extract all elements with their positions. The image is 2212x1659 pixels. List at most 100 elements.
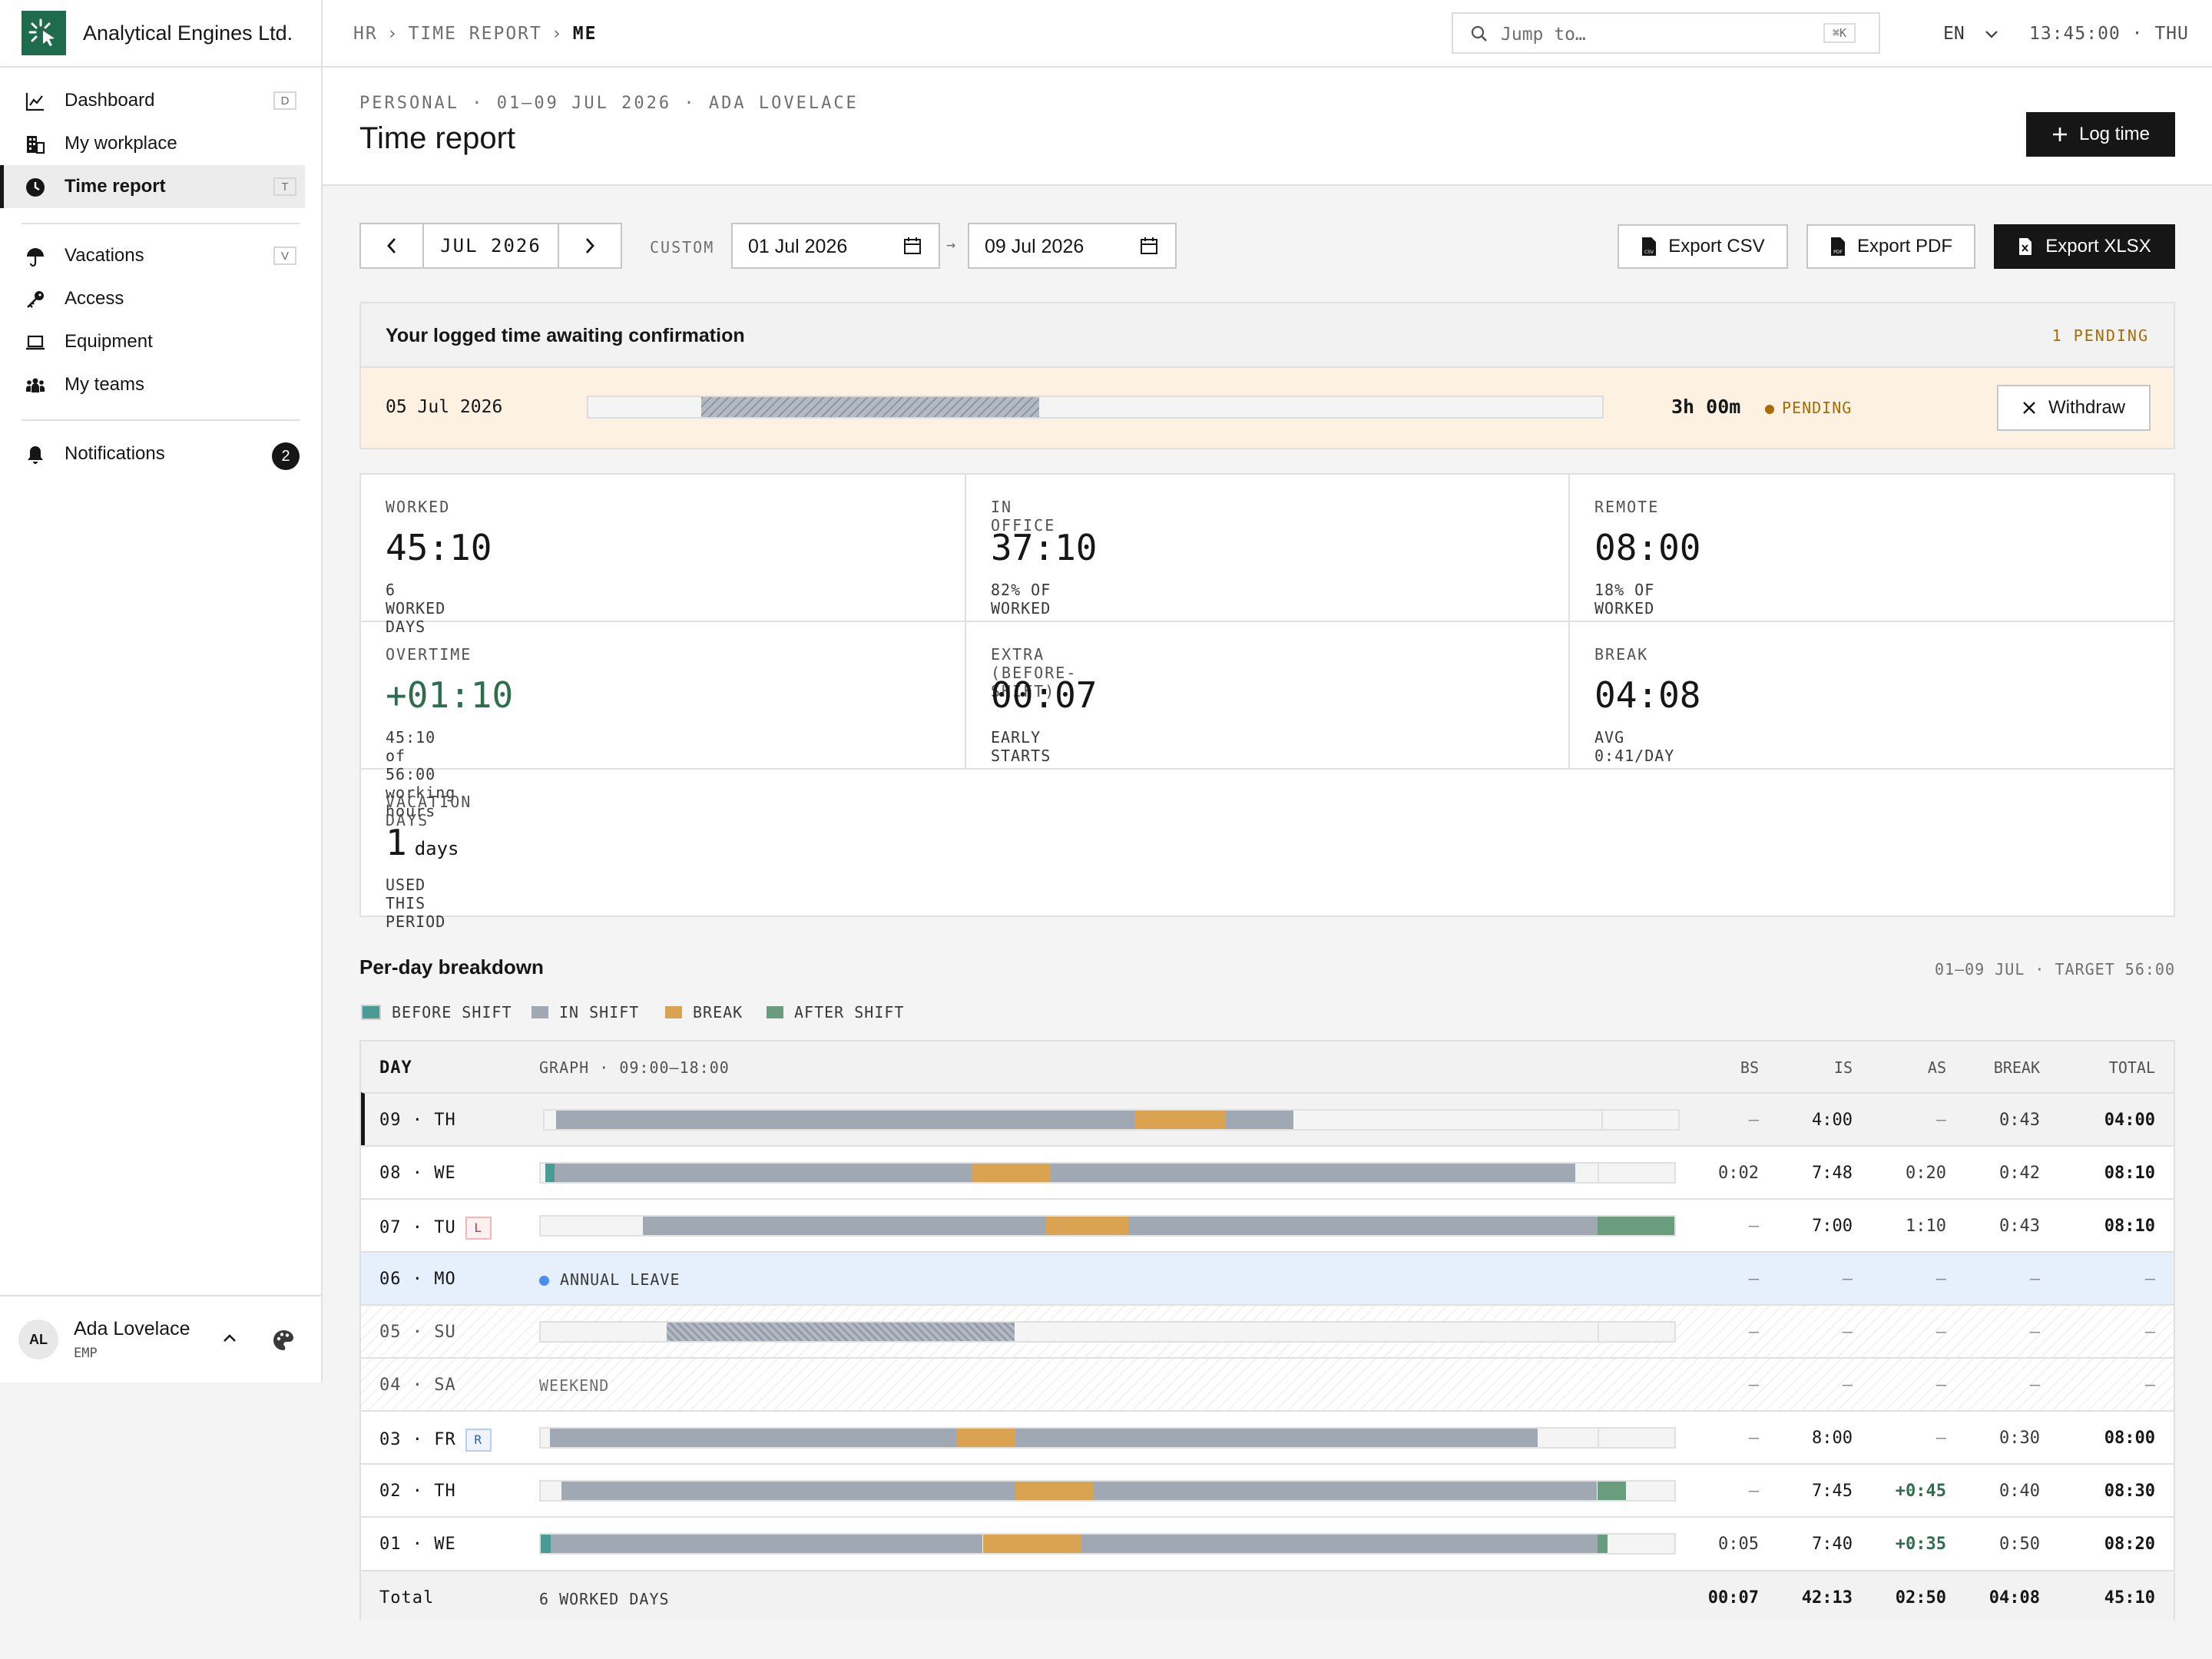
row-bs: – <box>1748 1376 1759 1395</box>
late-tag: L <box>465 1217 492 1240</box>
row-day: 01 · WE <box>379 1535 456 1554</box>
sidebar-item-time-report[interactable]: Time report T <box>0 165 305 208</box>
stat-label: IN OFFICE <box>991 498 1056 535</box>
row-is: 7:48 <box>1812 1164 1853 1183</box>
sidebar-item-access[interactable]: Access <box>0 277 321 320</box>
col-break: BREAK <box>1993 1058 2040 1077</box>
table-row[interactable]: 08 · WE 0:02 7:48 0:20 0:42 08:10 <box>361 1145 2174 1198</box>
row-is: – <box>1842 1323 1853 1342</box>
stat-sub: EARLY STARTS <box>991 728 1051 765</box>
next-month-button[interactable] <box>558 224 621 267</box>
export-csv-button[interactable]: CSV Export CSV <box>1618 224 1788 269</box>
to-date-field[interactable]: 09 Jul 2026 <box>968 223 1177 269</box>
range-mode-label: CUSTOM <box>650 238 715 257</box>
row-day-label: 07 · TU <box>379 1218 456 1237</box>
table-row[interactable]: 09 · TH – 4:00 – 0:43 04:00 <box>361 1092 2174 1145</box>
table-total-row: Total 6 WORKED DAYS 00:07 42:13 02:50 04… <box>361 1570 2174 1621</box>
weekend-note: WEEKEND <box>539 1376 609 1395</box>
table-row[interactable]: 06 · MO ANNUAL LEAVE – – – – – <box>361 1251 2174 1304</box>
table-row[interactable]: 01 · WE 0:05 7:40 +0:35 0:50 08:20 <box>361 1516 2174 1569</box>
in-segment <box>643 1217 1045 1235</box>
sidebar-item-my-teams[interactable]: My teams <box>0 363 321 406</box>
row-day-label: 02 · TH <box>379 1482 456 1501</box>
breadcrumb-item-current: ME <box>572 24 598 44</box>
plus-icon <box>2052 127 2067 141</box>
stat-label: VACATION DAYS <box>386 793 472 830</box>
stat-sub: 18% OF WORKED <box>1594 581 1655 618</box>
page-subtitle: PERSONAL · 01–09 JUL 2026 · ADA LOVELACE <box>359 94 859 113</box>
nav-divider <box>22 419 300 421</box>
stat-sub: USED THIS PERIOD <box>386 876 446 931</box>
sidebar-item-my-workplace[interactable]: My workplace <box>0 122 321 165</box>
language-value: EN <box>1943 24 1965 44</box>
sidebar-item-label: Equipment <box>65 331 153 352</box>
shift-end-marker <box>1598 1429 1599 1447</box>
before-segment <box>545 1164 555 1182</box>
sidebar-item-vacations[interactable]: Vacations V <box>0 234 321 277</box>
table-row[interactable]: 03 · FR R – 8:00 – 0:30 08:00 <box>361 1410 2174 1463</box>
stat-value: 08:00 <box>1594 527 1701 568</box>
row-is: 7:45 <box>1812 1482 1853 1501</box>
row-day: 02 · TH <box>379 1482 456 1501</box>
table-row[interactable]: 05 · SU – – – – – <box>361 1304 2174 1357</box>
log-time-label: Log time <box>2078 124 2151 144</box>
from-date-value: 01 Jul 2026 <box>748 236 848 257</box>
breadcrumb-item-time-report[interactable]: TIME REPORT <box>408 24 542 44</box>
table-row[interactable]: 02 · TH – 7:45 +0:45 0:40 08:30 <box>361 1463 2174 1516</box>
day-timeline-bar <box>539 1427 1676 1449</box>
pending-time-bar-graphic <box>701 397 1039 417</box>
sidebar-item-label: Vacations <box>65 245 144 266</box>
table-row[interactable]: 04 · SA WEEKEND – – – – – <box>361 1357 2174 1410</box>
row-bs: 0:05 <box>1718 1535 1759 1554</box>
sidebar-item-label: Time report <box>65 176 166 197</box>
shift-end-marker <box>1598 1164 1599 1182</box>
prev-month-button[interactable] <box>361 224 424 267</box>
export-xlsx-button[interactable]: Export XLSX <box>1994 224 2175 269</box>
row-break: 0:43 <box>1999 1217 2040 1236</box>
brand[interactable]: Analytical Engines Ltd. <box>0 0 321 68</box>
log-time-button[interactable]: Log time <box>2026 112 2175 157</box>
row-total: 04:00 <box>2104 1111 2155 1130</box>
legend-swatch <box>665 1006 682 1018</box>
in-segment <box>1015 1429 1538 1447</box>
calendar-icon <box>904 237 921 254</box>
language-select[interactable]: EN <box>1943 24 1998 44</box>
row-day-label: 09 · TH <box>379 1111 456 1130</box>
chevron-up-icon[interactable] <box>223 1333 237 1343</box>
from-date-field[interactable]: 01 Jul 2026 <box>731 223 940 269</box>
row-bs: 0:02 <box>1718 1164 1759 1183</box>
calendar-icon <box>1141 237 1157 254</box>
search-input[interactable]: Jump to… ⌘K <box>1452 12 1880 54</box>
current-month[interactable]: JUL 2026 <box>440 235 541 257</box>
chart-line-icon <box>25 93 44 111</box>
divider <box>361 621 2174 622</box>
total-days: 6 WORKED DAYS <box>539 1590 670 1608</box>
user-menu[interactable]: AL Ada Lovelace EMP <box>0 1295 321 1384</box>
breadcrumb-item-hr[interactable]: HR <box>353 24 378 44</box>
row-total: – <box>2144 1270 2155 1289</box>
table-header: DAY GRAPH · 09:00–18:00 BS IS AS BREAK T… <box>361 1041 2174 1092</box>
withdraw-button[interactable]: Withdraw <box>1997 385 2151 431</box>
close-icon <box>2023 402 2035 414</box>
building-icon <box>27 136 45 154</box>
leave-dot-icon <box>539 1276 549 1286</box>
legend-swatch <box>361 1005 381 1020</box>
export-pdf-button[interactable]: PDF Export PDF <box>1806 224 1975 269</box>
palette-icon[interactable] <box>272 1329 295 1352</box>
user-role: EMP <box>74 1346 98 1361</box>
pending-status-label: PENDING <box>1782 399 1853 417</box>
sidebar-item-dashboard[interactable]: Dashboard D <box>0 79 321 122</box>
month-pager: JUL 2026 <box>359 223 622 269</box>
legend-label: IN SHIFT <box>559 1003 640 1022</box>
in-segment <box>1081 1535 1598 1553</box>
stat-sub: 6 WORKED DAYS <box>386 581 446 636</box>
row-break: – <box>2029 1323 2040 1342</box>
stat-label: BREAK <box>1594 645 1649 664</box>
sidebar-item-equipment[interactable]: Equipment <box>0 320 321 363</box>
table-row[interactable]: 07 · TU L – 7:00 1:10 0:43 08:10 <box>361 1198 2174 1251</box>
break-segment <box>957 1429 1016 1447</box>
row-as: – <box>1936 1270 1946 1289</box>
row-bs: – <box>1748 1429 1759 1448</box>
pending-time-bar <box>587 396 1604 419</box>
sidebar-item-notifications[interactable]: Notifications 2 <box>0 432 321 475</box>
